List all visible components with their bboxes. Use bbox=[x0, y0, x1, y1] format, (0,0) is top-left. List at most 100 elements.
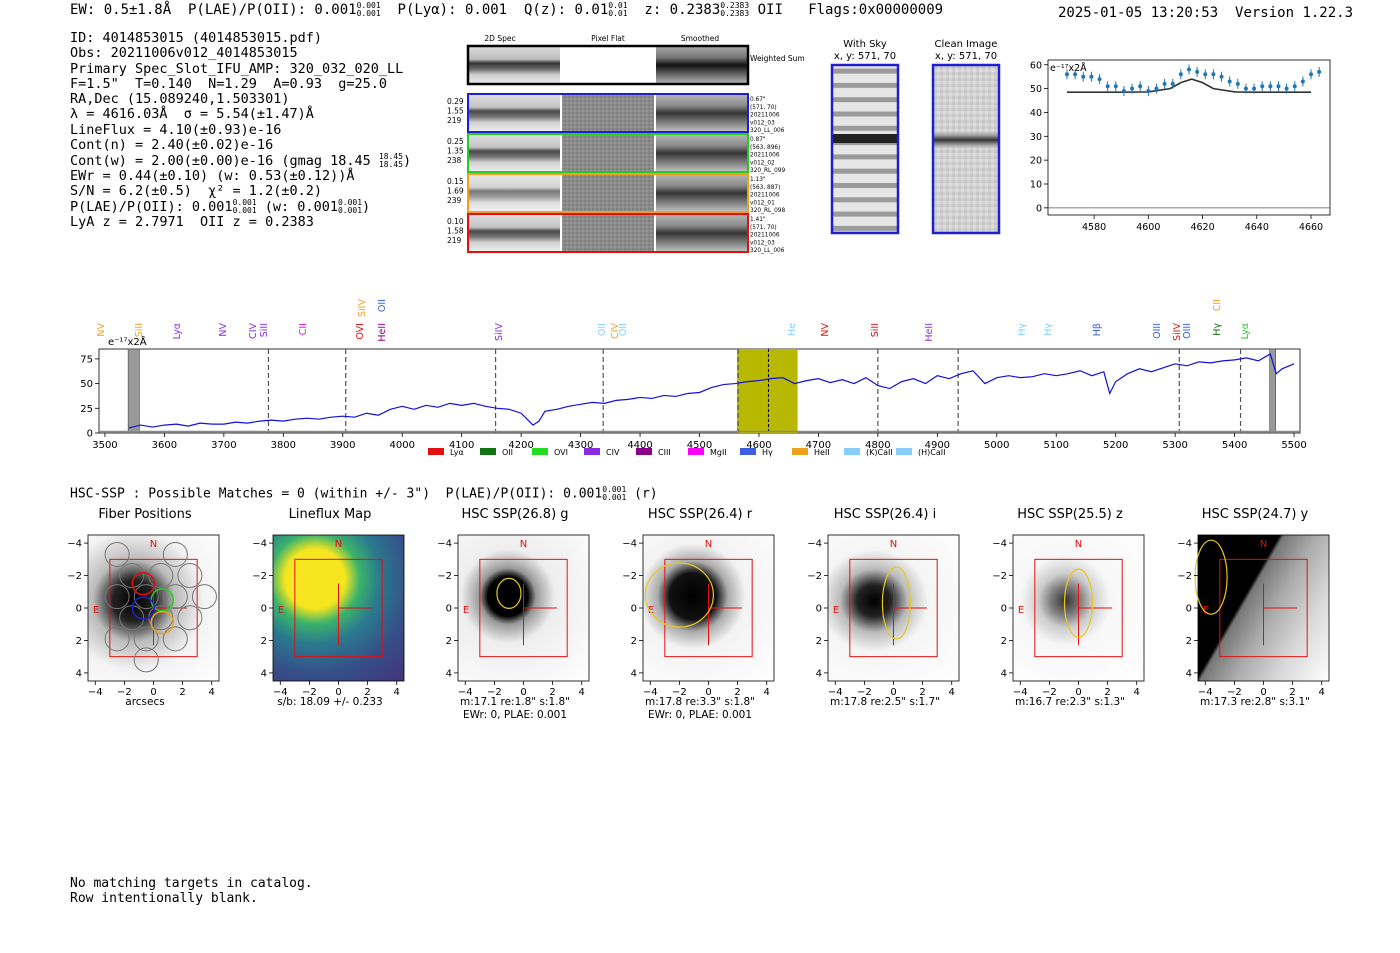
weighted-sum-stamp bbox=[466, 44, 750, 86]
cutout-title: HSC SSP(25.5) z bbox=[1017, 507, 1123, 522]
header-meta: 2025-01-05 13:20:53 Version 1.22.3 bbox=[1058, 5, 1353, 21]
zoom-ytick-label: 30 bbox=[1030, 132, 1042, 143]
legend-label: Hγ bbox=[762, 448, 773, 457]
legend-swatch bbox=[792, 448, 808, 455]
zoom-data-point bbox=[1219, 74, 1224, 79]
cutout-plot: N E −4 4 −2 2 0 0 2 −2 4 −4 bbox=[252, 534, 405, 698]
line-label: CII bbox=[298, 323, 309, 335]
north-label: N bbox=[335, 539, 342, 550]
cutout-xtick-label: −4 bbox=[273, 687, 288, 698]
full-xtick-label: 3700 bbox=[211, 440, 236, 451]
info-sn: S/N = 6.2(±0.5) χ² = 1.2(±0.2) bbox=[70, 182, 322, 199]
zoom-xtick-label: 4580 bbox=[1082, 222, 1106, 233]
zoom-data-point bbox=[1113, 84, 1118, 89]
cutout-ytick-label: −2 bbox=[992, 571, 1007, 582]
cutout-xtick-label: −2 bbox=[1042, 687, 1057, 698]
zoom-data-point bbox=[1260, 84, 1265, 89]
info-plae-w: (w: 0.001 bbox=[264, 199, 338, 216]
cutout-ytick-label: −2 bbox=[807, 571, 822, 582]
info-contn: Cont(n) = 2.40(±0.02)e-16 bbox=[70, 137, 274, 154]
cutout-xtick-label: 4 bbox=[1134, 687, 1140, 698]
cutout-panel: HSC SSP(25.5) z m:16.7 re:2.3" s:1.3" N E −4… bbox=[992, 507, 1145, 733]
info-id: ID: 4014853015 (4014853015.pdf) bbox=[70, 30, 322, 46]
cutout-caption: m:16.7 re:2.3" s:1.3" bbox=[1015, 696, 1125, 708]
line-label: Hγ bbox=[1212, 323, 1223, 336]
cutout-xtick-label: 2 bbox=[549, 687, 555, 698]
line-label: CIV bbox=[610, 323, 621, 339]
zoom-data-point bbox=[1089, 74, 1094, 79]
stamp-row-left-value: 0.25 bbox=[447, 137, 464, 146]
cutout-caption: m:17.8 re:3.3" s:1.8" bbox=[645, 696, 755, 708]
aperture-box bbox=[1034, 558, 1123, 658]
zoom-data-point bbox=[1064, 72, 1069, 77]
cutout-plot: N E −4 4 −2 2 0 0 2 −2 4 −4 bbox=[807, 534, 960, 698]
source-ellipse bbox=[1063, 568, 1094, 638]
stamp-pixelflat bbox=[562, 134, 654, 172]
zoom-data-point bbox=[1097, 77, 1102, 82]
cutout-xtick-label: 0 bbox=[1260, 687, 1266, 698]
header-plya: P(Lyα): 0.001 bbox=[397, 2, 508, 18]
hsc-frac: 0.001 0.001 bbox=[602, 486, 626, 502]
stamp-row-left-value: 1.69 bbox=[447, 187, 464, 196]
cutout-xtick-label: −4 bbox=[1013, 687, 1028, 698]
cutout-ytick-label: −4 bbox=[992, 539, 1007, 550]
legend-label: (K)CaII bbox=[866, 448, 893, 457]
line-label: HeII bbox=[377, 323, 388, 342]
zoom-data-point bbox=[1170, 81, 1175, 86]
source-ellipse bbox=[1194, 539, 1228, 615]
line-label-top: CII bbox=[1212, 299, 1223, 311]
stamp-row-right-value: (563, 887) bbox=[750, 185, 780, 191]
stamp-row-left-value: 1.35 bbox=[447, 147, 464, 156]
line-label: HeII bbox=[924, 323, 935, 342]
full-xtick-label: 3500 bbox=[92, 440, 117, 451]
source-ellipse bbox=[496, 577, 522, 610]
stamp-row-right-value: (571, 70) bbox=[750, 225, 777, 231]
zoom-data-point bbox=[1292, 84, 1297, 89]
east-label: E bbox=[278, 605, 284, 616]
zoom-data-point bbox=[1317, 69, 1322, 74]
full-xtick-label: 5200 bbox=[1103, 440, 1128, 451]
stamp-row-right-value: v012_01 bbox=[750, 200, 775, 206]
info-plae-row: P(LAE)/P(OII): 0.001 0.001 0.001 (w: 0.001… bbox=[70, 198, 371, 216]
cutout-ytick-label: 0 bbox=[261, 604, 267, 615]
zoom-data-point bbox=[1162, 81, 1167, 86]
frac-num: 0.01 bbox=[608, 1, 628, 10]
stamp-row-right-value: 1.13" bbox=[750, 177, 766, 183]
east-label: E bbox=[1018, 605, 1024, 616]
with-sky-title: With Sky bbox=[843, 39, 887, 50]
cutout-ytick-label: −4 bbox=[807, 539, 822, 550]
cutout-ytick-label: 4 bbox=[76, 668, 82, 679]
lya-highlight-band bbox=[736, 349, 798, 433]
zoom-plot-frame bbox=[1047, 59, 1331, 216]
legend-swatch bbox=[480, 448, 496, 455]
fiber-circle bbox=[104, 584, 130, 610]
cutout-xtick-label: 2 bbox=[1289, 687, 1295, 698]
full-xtick-label: 3800 bbox=[271, 440, 296, 451]
clean-image-title: Clean Image bbox=[935, 39, 998, 50]
cutout-title: HSC SSP(26.4) i bbox=[833, 507, 937, 522]
full-xtick-label: 4300 bbox=[568, 440, 593, 451]
full-xtick-label: 4400 bbox=[627, 440, 652, 451]
fiber-circle bbox=[162, 541, 188, 567]
stamp-row-frame bbox=[467, 133, 749, 173]
stamp-row-right-value: 0.67" bbox=[750, 97, 766, 103]
stamp-row-right-value: 0.87" bbox=[750, 137, 766, 143]
line-label: NV bbox=[820, 323, 831, 337]
line-label: NV bbox=[96, 323, 107, 337]
cutout-xtick-label: 4 bbox=[764, 687, 770, 698]
zoom-data-point bbox=[1146, 89, 1151, 93]
cutout-ytick-label: −2 bbox=[622, 571, 637, 582]
plae-w-frac: 0.001 0.001 bbox=[338, 199, 362, 215]
east-label: E bbox=[93, 605, 99, 616]
fiber-circle bbox=[177, 605, 203, 631]
cutout-xtick-label: 2 bbox=[364, 687, 370, 698]
zoom-data-point bbox=[1203, 72, 1208, 77]
fiber-highlight bbox=[131, 571, 156, 596]
stamp-2dspec bbox=[468, 174, 560, 212]
cutout-ytick-label: 0 bbox=[1186, 604, 1192, 615]
cutout-xtick-label: 2 bbox=[734, 687, 740, 698]
cutout-ytick-label: 2 bbox=[1001, 636, 1007, 647]
legend-label: Lyα bbox=[450, 448, 464, 457]
zoom-ylabel: e⁻¹⁷x2Å bbox=[1050, 62, 1087, 74]
